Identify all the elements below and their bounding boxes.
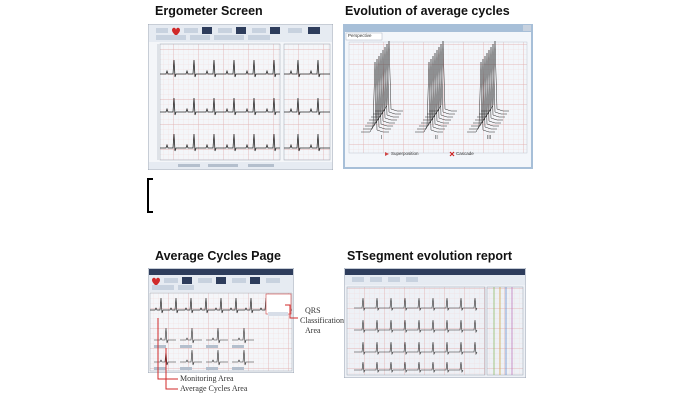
evolution-title: Evolution of average cycles — [345, 4, 510, 18]
cascade-button[interactable]: Cascade — [456, 151, 474, 156]
lead-label-1: I — [381, 135, 383, 141]
heart-icon — [172, 27, 180, 37]
superposition-button[interactable]: Superposition — [391, 151, 419, 156]
arrow-icon[interactable] — [385, 152, 389, 156]
cascade-lead-1 — [361, 40, 403, 133]
ergometer-screen-title: Ergometer Screen — [155, 4, 263, 18]
ergometer-screen-panel — [148, 24, 333, 170]
evolution-window: Perspective I II III Superposition Casca… — [343, 24, 533, 169]
cascade-lead-3 — [467, 40, 509, 133]
average-cycles-panel — [148, 268, 294, 373]
average-cycles-title: Average Cycles Page — [155, 249, 282, 263]
bracket-marker — [147, 178, 153, 213]
evolution-tab-label: Perspective — [348, 33, 372, 38]
lead-label-2: II — [435, 135, 438, 141]
close-icon[interactable] — [523, 25, 531, 31]
qrs-callout-line1: QRS — [305, 306, 321, 315]
lead-label-3: III — [487, 135, 492, 141]
monitoring-area-callout: Monitoring Area — [180, 374, 234, 383]
st-report-panel — [344, 268, 526, 378]
cascade-lead-2 — [415, 40, 457, 133]
qrs-callout-line3: Area — [305, 326, 321, 335]
average-cycles-area-callout: Average Cycles Area — [180, 384, 248, 393]
st-report-title: STsegment evolution report — [347, 249, 513, 263]
close-icon[interactable] — [449, 151, 455, 157]
heart-icon — [152, 277, 160, 287]
qrs-callout-line2: Classification — [300, 316, 344, 325]
